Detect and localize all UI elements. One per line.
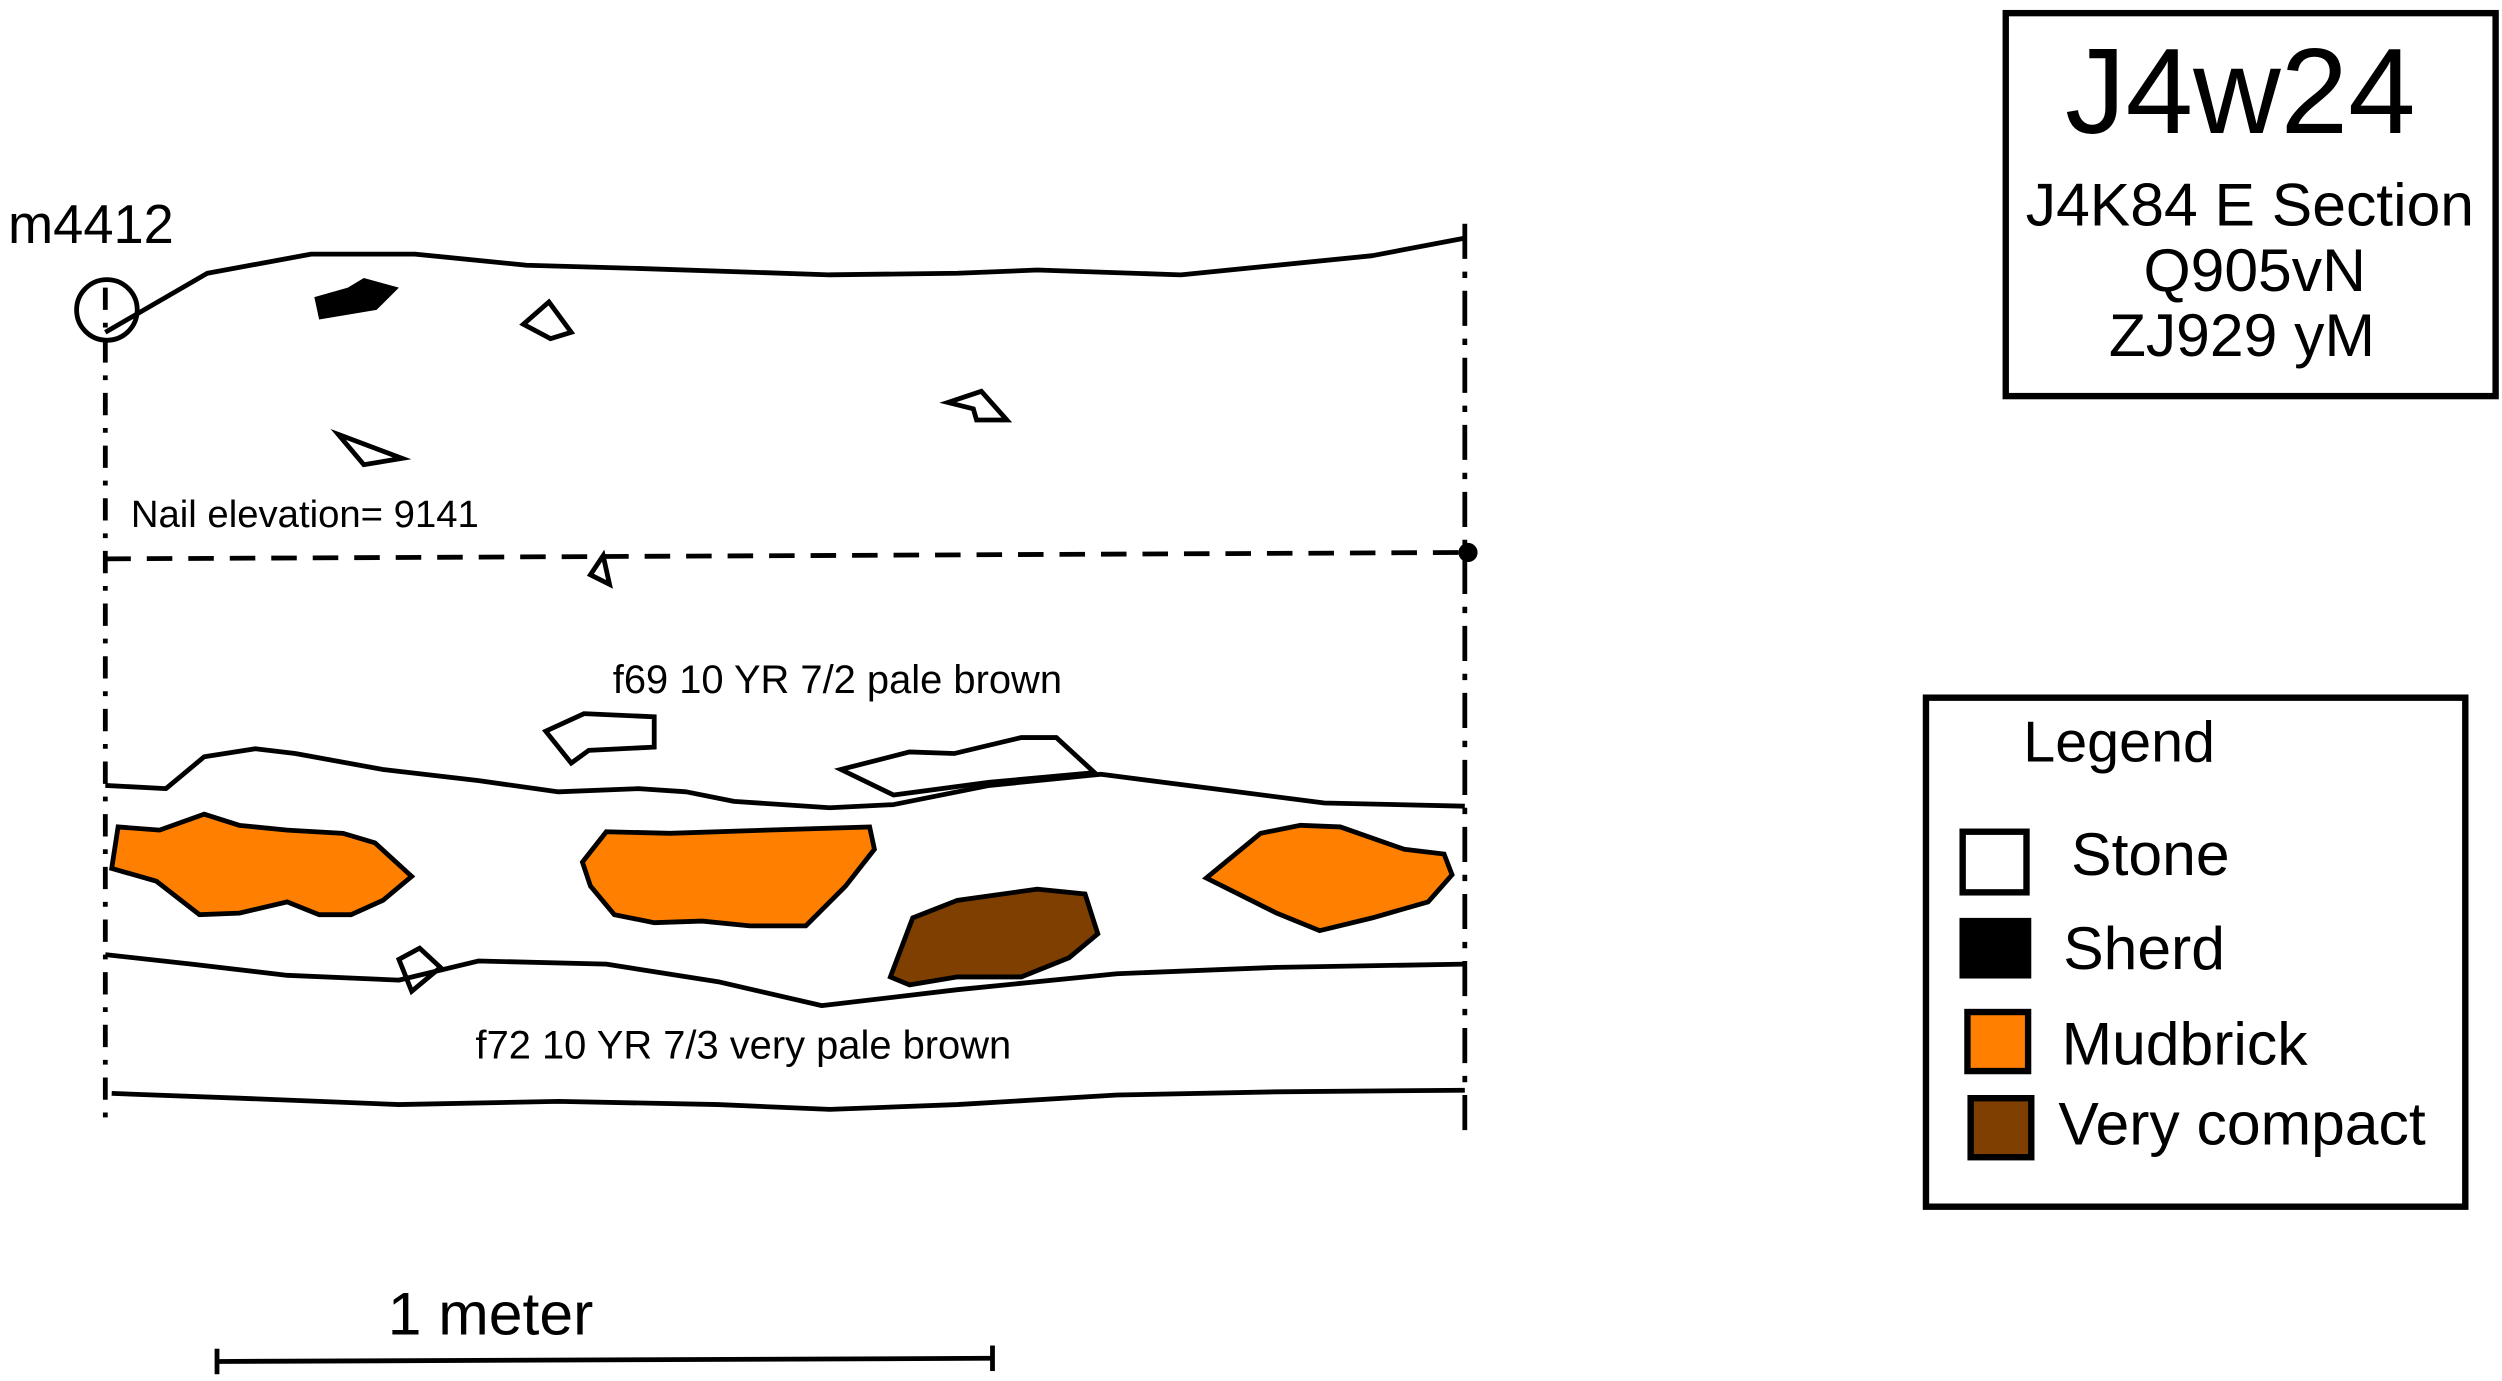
stone: [586, 549, 613, 589]
scale-bar: 1 meter: [214, 1279, 995, 1375]
legend-swatch-very-compact: [1967, 1095, 2035, 1161]
layer-label-f72: f72 10 YR 7/3 very pale brown: [476, 1023, 1012, 1067]
stone: [939, 388, 1013, 423]
stone: [833, 735, 1101, 798]
datum-label: m4412: [8, 195, 174, 255]
sherd: [314, 278, 399, 320]
legend-swatch-mudbrick: [1964, 1008, 2032, 1075]
stone: [395, 945, 445, 996]
section-bottom-line: [111, 1087, 1465, 1112]
mudbrick: [579, 824, 877, 929]
legend-title: Legend: [2023, 711, 2215, 775]
nail-point: [1458, 542, 1478, 563]
legend-swatch-sherd: [1959, 917, 2032, 979]
title-line3: ZJ929 yM: [2109, 301, 2375, 369]
legend-label-sherd: Sherd: [2063, 914, 2225, 982]
title-box: J4w24 J4K84 E Section Q905vN ZJ929 yM: [2002, 9, 2499, 400]
very-compact-deposit: [887, 886, 1101, 988]
legend-swatch-stone: [1959, 828, 2030, 896]
title-code: J4w24: [2065, 23, 2416, 159]
legend-label-stone: Stone: [2071, 820, 2229, 888]
title-line2: Q905vN: [2143, 236, 2365, 304]
stone: [330, 428, 412, 468]
mudbrick: [109, 811, 416, 918]
stone: [519, 298, 576, 342]
nail-elevation-label: Nail elevation= 9141: [131, 493, 479, 536]
title-section: J4K84 E Section: [2026, 170, 2474, 238]
stone: [541, 711, 657, 767]
layer-boundary-upper: [105, 746, 1465, 811]
layer-label-f69: f69 10 YR 7/2 pale brown: [613, 658, 1062, 702]
scale-label: 1 meter: [388, 1279, 594, 1347]
surface-line: [104, 235, 1466, 335]
mudbrick: [1201, 822, 1455, 934]
layer-boundary-lower: [105, 952, 1465, 1009]
legend-label-mudbrick: Mudbrick: [2062, 1010, 2309, 1078]
legend: Legend Stone Sherd Mudbrick Very compact: [1922, 694, 2469, 1210]
legend-label-very-compact: Very compact: [2058, 1089, 2425, 1157]
nail-elevation-line: [105, 550, 1465, 562]
